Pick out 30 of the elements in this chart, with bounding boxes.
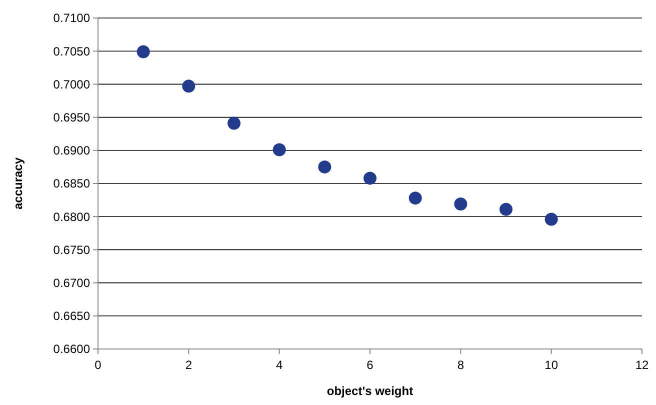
y-tick-label: 0.7050 <box>53 44 90 58</box>
y-tick-label: 0.7100 <box>53 11 90 26</box>
y-tick-label: 0.6650 <box>53 309 90 324</box>
y-tick-label: 0.6600 <box>53 342 90 356</box>
y-axis-title: accuracy <box>11 157 25 210</box>
y-tick-label: 0.6950 <box>53 110 90 124</box>
point <box>318 160 332 174</box>
x-tick-label: 12 <box>635 358 649 372</box>
y-tick-label: 0.7000 <box>53 77 90 92</box>
y-tick-label: 0.6750 <box>53 242 90 257</box>
point <box>408 192 422 205</box>
y-tick-label: 0.6900 <box>53 144 90 158</box>
point <box>364 172 376 185</box>
point <box>182 80 196 93</box>
y-tick-label: 0.6700 <box>53 276 90 290</box>
point <box>272 143 286 156</box>
x-tick-label: 8 <box>457 358 464 372</box>
point <box>228 116 240 130</box>
point <box>500 202 512 216</box>
x-tick-label: 6 <box>366 358 374 372</box>
x-axis-title: object's weight <box>326 384 414 398</box>
x-tick-label: 4 <box>276 358 283 372</box>
y-tick-label: 0.6800 <box>53 210 90 224</box>
point <box>544 212 558 226</box>
x-tick-label: 2 <box>185 358 192 372</box>
x-tick-label: 0 <box>94 358 102 372</box>
point <box>454 198 468 211</box>
point <box>136 45 150 58</box>
x-tick-label: 10 <box>544 358 558 372</box>
y-tick-label: 0.6850 <box>53 176 90 191</box>
